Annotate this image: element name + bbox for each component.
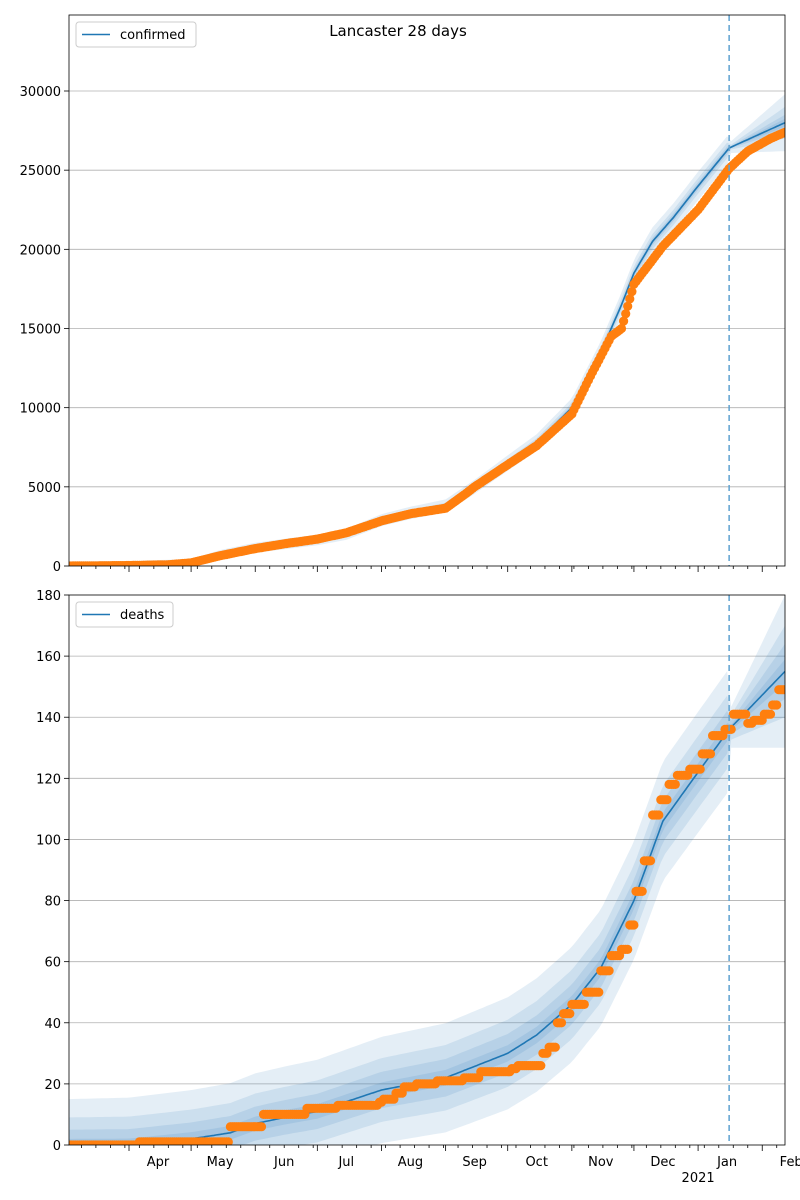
observed-point — [579, 999, 589, 1010]
x-month-label: Nov — [588, 1155, 614, 1170]
y-tick-label: 40 — [44, 1017, 61, 1032]
confirmed-panel: 0 5000 10000 15000 20000 25000 30000 confirmed — [20, 14, 786, 575]
y-tick-label: 0 — [53, 1139, 61, 1154]
observed-point — [705, 749, 716, 759]
observed-point — [645, 856, 656, 866]
observed-point — [556, 1018, 567, 1028]
observed-point — [550, 1042, 560, 1052]
observed-point — [623, 301, 633, 311]
observed-series — [69, 127, 785, 566]
x-month-label: Aug — [398, 1155, 423, 1170]
x-month-label: Apr — [147, 1155, 170, 1170]
observed-point — [780, 685, 785, 695]
observed-point — [616, 323, 627, 334]
chart-title: Lancaster 28 days — [329, 22, 467, 40]
model-line — [69, 121, 785, 566]
observed-point — [623, 944, 633, 955]
uncertainty-band — [69, 595, 785, 1145]
y-tick-label: 100 — [36, 833, 61, 848]
observed-point — [654, 810, 664, 820]
plot-frame — [68, 14, 786, 567]
y-tick-label: 80 — [44, 895, 61, 910]
observed-point — [726, 724, 736, 735]
uncertainty-bands — [69, 595, 785, 1145]
uncertainty-band — [69, 94, 785, 566]
uncertainty-band — [69, 106, 785, 566]
legend-box — [75, 21, 197, 48]
y-tick-label: 140 — [36, 711, 61, 726]
observed-point — [695, 764, 705, 774]
uncertainty-band — [69, 643, 785, 1145]
observed-point — [627, 287, 637, 297]
observed-point — [621, 309, 631, 319]
observed-point — [619, 316, 629, 326]
uncertainty-band — [69, 625, 785, 1145]
observed-point — [670, 779, 680, 790]
observed-point — [536, 1061, 546, 1071]
observed-point — [223, 1137, 233, 1145]
observed-point — [780, 127, 785, 137]
y-tick-label: 20000 — [20, 243, 61, 258]
uncertainty-band — [69, 118, 785, 566]
y-tick-label: 25000 — [20, 164, 61, 179]
observed-point — [256, 1122, 267, 1132]
y-tick-label: 60 — [44, 956, 61, 971]
observed-point — [594, 987, 604, 997]
y-tick-label: 180 — [36, 589, 61, 604]
legend-label: deaths — [120, 608, 165, 623]
observed-point — [625, 294, 635, 304]
uncertainty-bands — [69, 94, 785, 566]
observed-point — [662, 795, 672, 805]
y-tick-label: 5000 — [28, 481, 61, 496]
x-month-label: May — [207, 1155, 234, 1170]
y-tick-label: 0 — [53, 560, 61, 575]
observed-point — [629, 920, 639, 930]
y-tick-label: 20 — [44, 1078, 61, 1093]
x-year-label: 2021 — [682, 1171, 715, 1186]
observed-point — [772, 700, 782, 710]
observed-point — [565, 1009, 575, 1019]
x-month-label: Dec — [650, 1155, 675, 1170]
x-month-label: Oct — [525, 1155, 547, 1170]
y-tick-label: 10000 — [20, 402, 61, 417]
y-tick-label: 15000 — [20, 323, 61, 338]
x-month-label: Sep — [462, 1155, 487, 1170]
y-tick-label: 160 — [36, 650, 61, 665]
uncertainty-band — [69, 114, 785, 566]
y-tick-label: 30000 — [20, 85, 61, 100]
legend-label: confirmed — [120, 28, 186, 43]
x-month-label: Feb — [780, 1155, 800, 1170]
legend-box — [75, 601, 174, 628]
x-month-label: Jan — [716, 1155, 737, 1170]
observed-point — [741, 709, 751, 719]
model-series — [69, 121, 785, 566]
observed-point — [637, 886, 647, 897]
deaths-panel: 0 20 40 60 80 100 120 140 160 180 deaths Apr May Jun J… — [36, 589, 800, 1186]
observed-series — [69, 685, 785, 1145]
y-tick-label: 120 — [36, 772, 61, 787]
x-month-label: Jul — [337, 1155, 354, 1170]
x-month-label: Jun — [273, 1155, 294, 1170]
plot-frame — [68, 594, 786, 1146]
observed-point — [604, 966, 614, 976]
observed-point — [765, 709, 776, 719]
